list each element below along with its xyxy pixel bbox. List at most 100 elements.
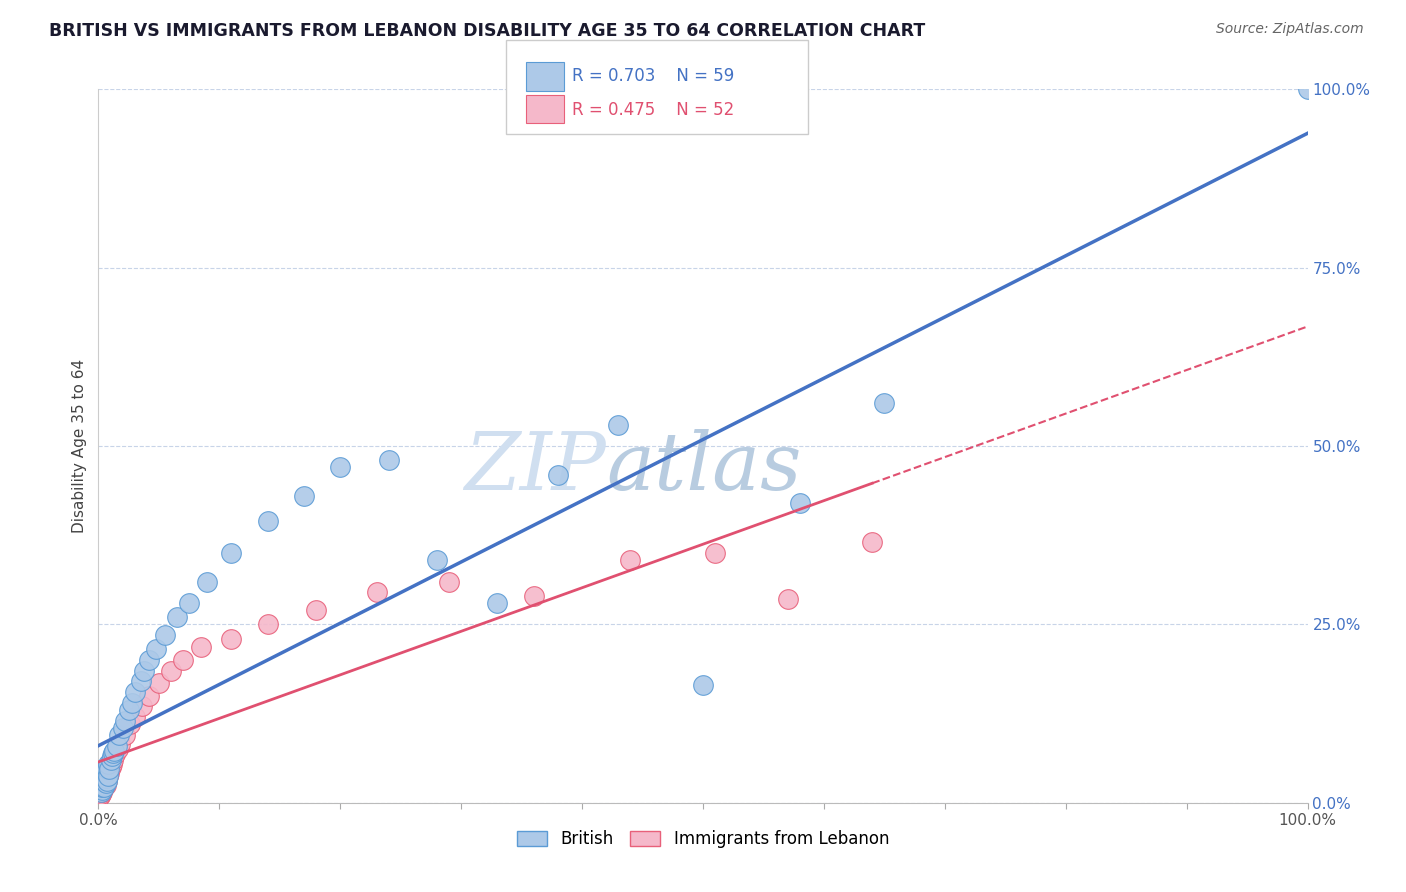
Point — [426, 553, 449, 567]
Point — [100, 756, 122, 771]
Point — [153, 628, 176, 642]
Point — [101, 753, 124, 767]
Point — [131, 699, 153, 714]
Point — [377, 453, 399, 467]
Y-axis label: Disability Age 35 to 64: Disability Age 35 to 64 — [72, 359, 87, 533]
Point — [89, 785, 111, 799]
Point — [124, 685, 146, 699]
Point — [366, 585, 388, 599]
Point — [96, 774, 118, 789]
Point — [305, 603, 328, 617]
Point — [111, 721, 134, 735]
Point — [160, 664, 183, 678]
Point — [108, 737, 131, 751]
Point — [89, 774, 111, 789]
Point — [93, 774, 115, 789]
Point — [91, 769, 114, 783]
Point — [97, 756, 120, 771]
Point — [97, 769, 120, 783]
Point — [90, 778, 112, 792]
Point — [91, 780, 114, 794]
Point — [91, 772, 114, 787]
Point — [1296, 82, 1319, 96]
Point — [329, 460, 352, 475]
Point — [107, 742, 129, 756]
Point — [256, 617, 278, 632]
Point — [91, 776, 114, 790]
Point — [93, 780, 115, 794]
Point — [93, 764, 115, 778]
Point — [118, 717, 141, 731]
Point — [89, 778, 111, 792]
Point — [166, 610, 188, 624]
Point — [121, 696, 143, 710]
Point — [93, 769, 115, 783]
Point — [91, 778, 114, 792]
Text: BRITISH VS IMMIGRANTS FROM LEBANON DISABILITY AGE 35 TO 64 CORRELATION CHART: BRITISH VS IMMIGRANTS FROM LEBANON DISAB… — [49, 22, 925, 40]
Point — [91, 785, 114, 799]
Point — [94, 765, 117, 780]
Point — [776, 592, 799, 607]
Point — [114, 714, 136, 728]
Point — [91, 771, 114, 785]
Point — [91, 781, 114, 796]
Point — [91, 772, 114, 787]
Point — [89, 783, 111, 797]
Point — [103, 744, 125, 758]
Point — [96, 774, 118, 789]
Point — [873, 396, 896, 410]
Point — [89, 789, 111, 803]
Point — [90, 774, 112, 789]
Point — [114, 728, 136, 742]
Point — [90, 785, 112, 799]
Point — [547, 467, 569, 482]
Point — [104, 747, 127, 762]
Point — [118, 703, 141, 717]
Point — [195, 574, 218, 589]
Point — [138, 653, 160, 667]
Point — [90, 774, 112, 789]
Point — [94, 776, 117, 790]
Point — [619, 553, 641, 567]
Point — [90, 781, 112, 796]
Point — [292, 489, 315, 503]
Text: Source: ZipAtlas.com: Source: ZipAtlas.com — [1216, 22, 1364, 37]
Point — [90, 781, 112, 796]
Point — [860, 535, 883, 549]
Point — [91, 781, 114, 796]
Point — [93, 780, 115, 794]
Point — [90, 787, 112, 801]
Point — [124, 710, 146, 724]
Point — [789, 496, 811, 510]
Point — [90, 785, 112, 799]
Point — [91, 778, 114, 792]
Point — [100, 753, 122, 767]
Point — [91, 778, 114, 792]
Point — [221, 546, 243, 560]
Text: R = 0.475    N = 52: R = 0.475 N = 52 — [572, 101, 734, 119]
Point — [145, 642, 167, 657]
Point — [221, 632, 243, 646]
Point — [607, 417, 630, 432]
Text: atlas: atlas — [606, 429, 801, 506]
Point — [134, 664, 156, 678]
Point — [486, 596, 509, 610]
Point — [89, 781, 111, 796]
Point — [90, 778, 112, 792]
Point — [437, 574, 460, 589]
Point — [129, 674, 152, 689]
Point — [190, 640, 212, 655]
Point — [179, 596, 201, 610]
Point — [100, 760, 122, 774]
Point — [108, 728, 131, 742]
Text: ZIP: ZIP — [464, 429, 606, 506]
Point — [97, 762, 120, 776]
Point — [105, 739, 128, 753]
Point — [704, 546, 727, 560]
Point — [101, 746, 124, 760]
Point — [94, 772, 117, 787]
Point — [96, 762, 118, 776]
Point — [94, 771, 117, 785]
Point — [93, 769, 115, 783]
Point — [98, 765, 121, 780]
